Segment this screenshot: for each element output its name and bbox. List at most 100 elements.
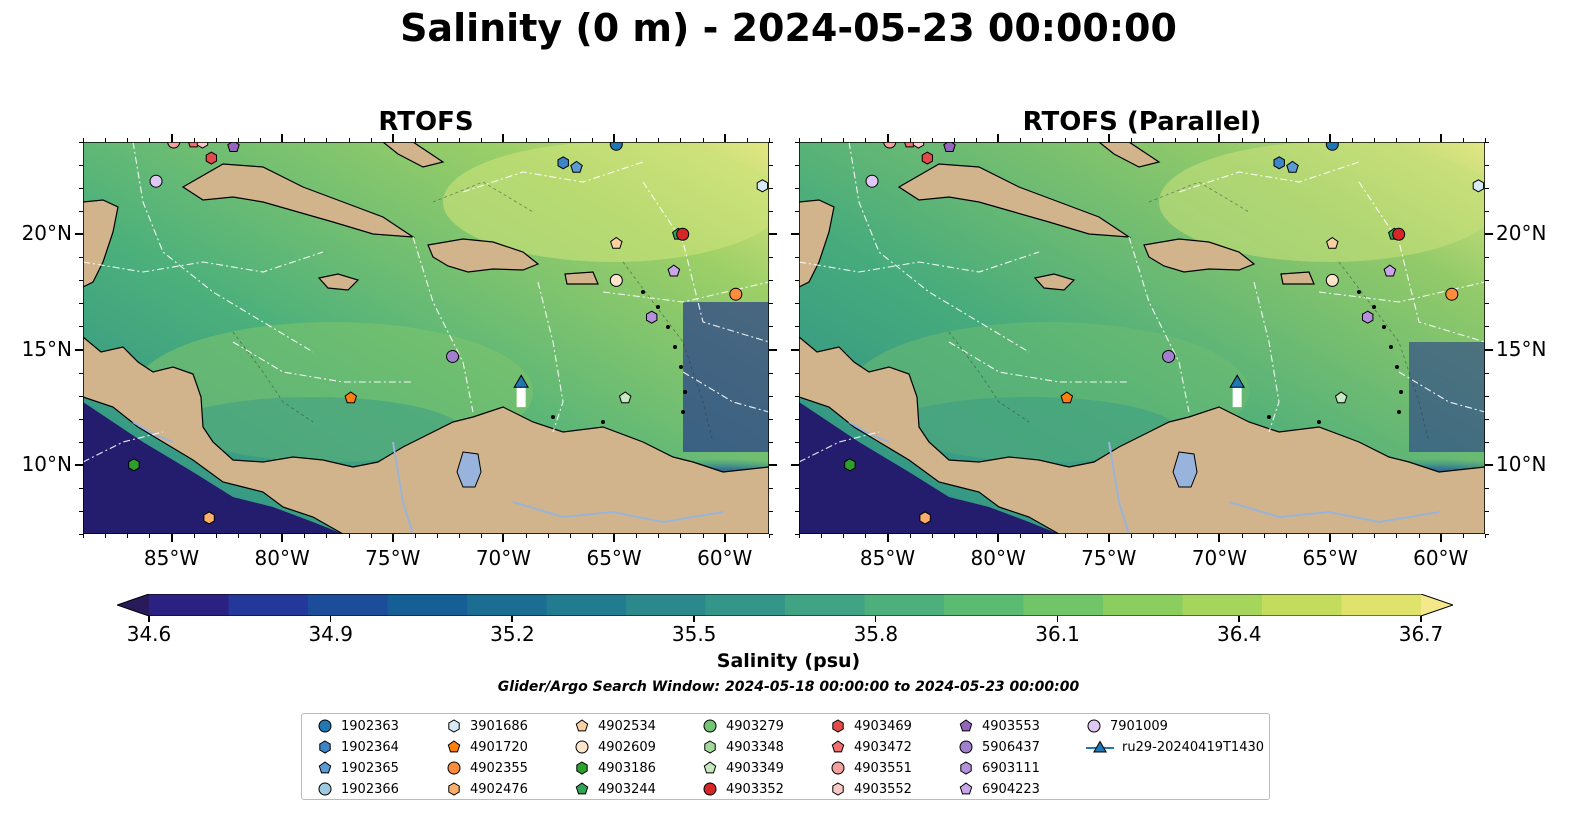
argo-float-5906437 [446,349,460,363]
lat-minor-tick [795,326,799,328]
lon-minor-tick [1485,138,1486,142]
lon-minor-tick [887,534,889,538]
glider-position-marker [1229,374,1245,388]
lat-minor-tick [1485,188,1489,190]
lon-minor-tick [1042,138,1044,142]
lon-minor-tick [127,138,129,142]
lat-tick-mark [769,463,777,466]
lon-minor-tick [998,534,1000,538]
legend-item: ru29-20240419T1430 [1086,737,1264,757]
legend-hexagon-icon [448,782,460,796]
lon-minor-tick [503,138,505,142]
legend-label: 4901720 [470,739,528,755]
argo-float-4902476 [203,511,215,525]
lon-minor-tick [843,138,845,142]
lon-minor-tick [931,138,933,142]
lon-minor-tick [799,138,800,142]
lon-minor-tick [149,138,151,142]
lon-minor-tick [392,138,394,142]
panel-title-rtofs: RTOFS [378,107,474,137]
legend-hexagon-icon [832,719,844,733]
legend-label: 6903111 [982,760,1040,776]
argo-float-3901686 [1472,179,1485,193]
legend: 1902363 1902364 1902365 1902366 3901686 49017… [301,713,1270,800]
colorbar-segment [1023,594,1104,616]
lon-minor-tick [1285,534,1287,538]
lat-minor-tick [795,303,799,305]
legend-label: 4902476 [470,781,528,797]
argo-float-4903186 [844,458,856,472]
legend-label: 4902609 [598,739,656,755]
lat-minor-tick [79,534,83,535]
argo-float-3901686 [756,179,769,193]
lon-minor-tick [680,138,682,142]
lon-minor-tick [746,138,748,142]
lon-minor-tick [1462,534,1464,538]
legend-pentagon-icon [959,719,973,732]
lon-minor-tick [998,138,1000,142]
lon-tick-mark [613,534,616,542]
lon-minor-tick [304,534,306,538]
argo-float-markers [128,142,769,525]
colorbar-tick-mark [329,616,332,622]
argo-float-4901720 [1060,391,1074,404]
legend-circle-icon [703,782,717,796]
argo-float-1902365 [570,160,583,173]
legend-label: 4903279 [726,718,784,734]
search-window-text: Glider/Argo Search Window: 2024-05-18 00… [497,679,1080,695]
legend-circle-icon [318,782,332,796]
legend-label: 1902364 [341,739,399,755]
lat-minor-tick [769,165,773,167]
argo-float-4902609 [609,273,623,287]
legend-label: 1902363 [341,718,399,734]
lake-maracaibo [1172,451,1198,488]
glider-position-marker [513,374,529,388]
legend-item: 6904223 [958,779,1040,799]
argo-float-4902476 [919,511,931,525]
argo-float-4903186 [128,458,140,472]
colorbar-extend-high [1421,594,1453,616]
legend-item: 4902534 [574,716,656,736]
lat-tick-mark [75,348,83,351]
lat-tick-mark [791,348,799,351]
lon-minor-tick [1130,534,1132,538]
lat-minor-tick [79,510,83,512]
colorbar-segment [149,594,230,616]
colorbar-tick-mark [511,616,513,622]
lon-minor-tick [547,138,549,142]
lat-minor-tick [79,326,83,328]
lon-minor-tick [1064,534,1066,538]
legend-label: 4903348 [726,739,784,755]
colorbar-tick-mark [1238,616,1240,622]
lat-minor-tick [1485,372,1489,374]
lon-minor-tick [1219,138,1221,142]
lon-minor-tick [503,534,505,538]
lat-minor-tick [79,165,83,167]
lon-minor-tick [1175,138,1177,142]
argo-float-4903349 [1334,391,1348,404]
legend-item: 4903472 [830,737,912,757]
argo-float-4903551 [167,142,181,149]
legend-item: 7901009 [1086,716,1168,736]
legend-item: 4902609 [574,737,656,757]
lon-tick-mark [170,534,173,542]
colorbar-tick-label: 35.2 [490,622,535,646]
colorbar-segment [1182,594,1263,616]
lon-minor-tick [1285,138,1287,142]
lat-minor-tick [769,441,773,443]
legend-label: 3901686 [470,718,528,734]
lon-minor-tick [105,138,107,142]
lon-minor-tick [370,534,372,538]
lon-minor-tick [83,138,84,142]
lat-minor-tick [79,211,83,213]
legend-circle-icon [959,740,973,754]
lon-minor-tick [193,534,195,538]
lat-minor-tick [795,395,799,397]
colorbar-tick-label: 36.1 [1035,622,1080,646]
lat-minor-tick [1485,326,1489,328]
lat-tick-label: 10°N [21,451,72,476]
lat-minor-tick [795,534,799,535]
lat-minor-tick [795,487,799,489]
argo-float-1902365 [1286,160,1299,173]
legend-hexagon-icon [704,740,716,754]
